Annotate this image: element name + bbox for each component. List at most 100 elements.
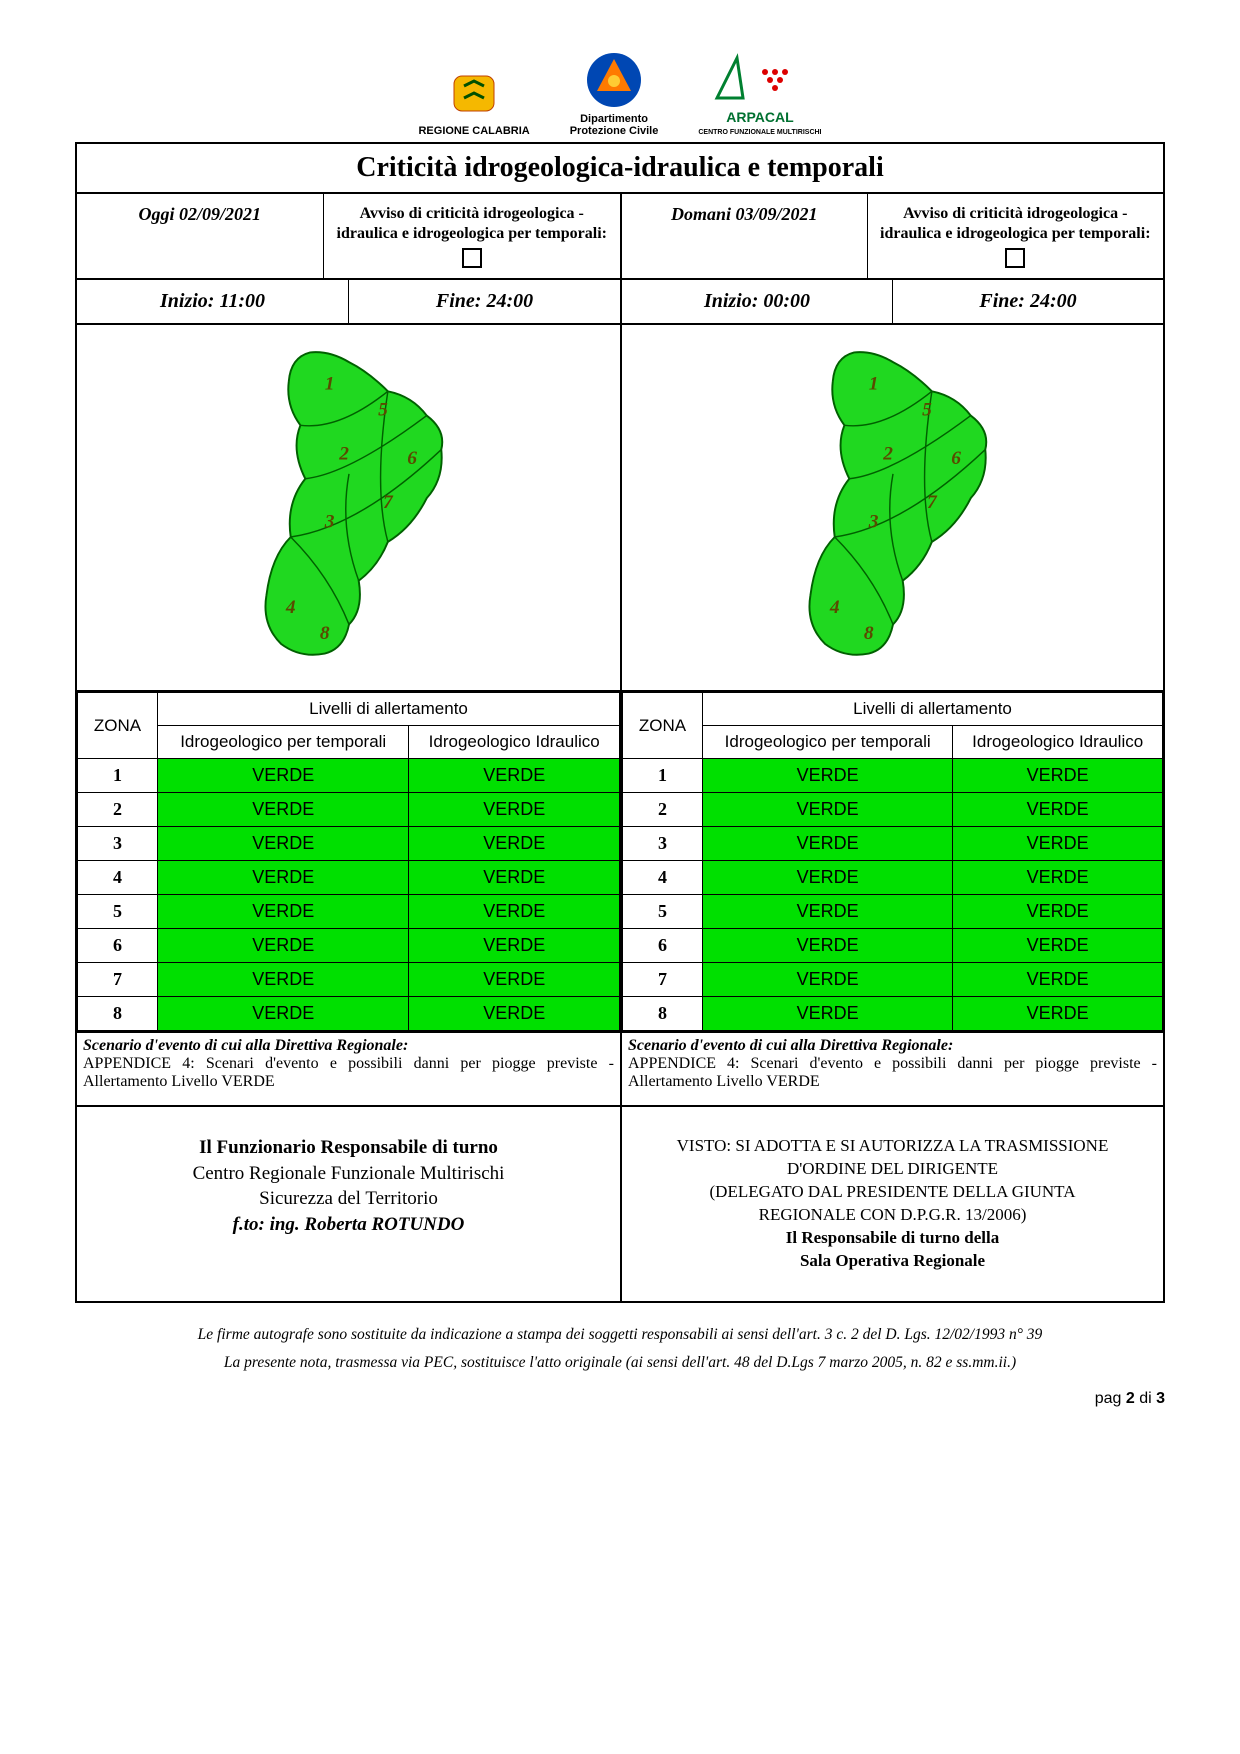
table-row: 6 VERDE VERDE (623, 929, 1163, 963)
logo-arpacal-label-a: ARPACAL (726, 109, 793, 125)
level-idraulico: VERDE (409, 963, 620, 997)
scenario-today-body: APPENDICE 4: Scenari d'evento e possibil… (83, 1055, 614, 1090)
page-current: 2 (1126, 1390, 1135, 1407)
level-temporali: VERDE (158, 963, 409, 997)
bulletin-container: Criticità idrogeologica-idraulica e temp… (75, 142, 1165, 1303)
table-row: 8 VERDE VERDE (623, 997, 1163, 1031)
map-zone-label: 6 (951, 448, 961, 469)
table-row: 8 VERDE VERDE (78, 997, 620, 1031)
map-zone-label: 1 (868, 373, 878, 394)
sig-right-l5: Il Responsabile di turno della (652, 1227, 1133, 1250)
tomorrow-avviso: Avviso di criticità idrogeologica - idra… (868, 194, 1163, 278)
date-avviso-row: Oggi 02/09/2021 Avviso di criticità idro… (77, 194, 1163, 280)
table-row: 2 VERDE VERDE (78, 793, 620, 827)
table-row: 7 VERDE VERDE (623, 963, 1163, 997)
level-temporali: VERDE (703, 963, 953, 997)
bulletin-title: Criticità idrogeologica-idraulica e temp… (77, 144, 1163, 194)
header-livelli: Livelli di allertamento (158, 693, 620, 726)
map-zone-label: 1 (324, 373, 334, 394)
map-tomorrow: 15267348 (620, 325, 1163, 690)
level-temporali: VERDE (703, 861, 953, 895)
zone-number: 7 (78, 963, 158, 997)
today-fine: Fine: 24:00 (349, 280, 620, 323)
logo-pc-label-b: Protezione Civile (570, 125, 659, 137)
level-idraulico: VERDE (409, 929, 620, 963)
sig-right-l1: VISTO: SI ADOTTA E SI AUTORIZZA LA TRASM… (652, 1135, 1133, 1158)
level-temporali: VERDE (703, 929, 953, 963)
zone-number: 4 (78, 861, 158, 895)
header-livelli: Livelli di allertamento (703, 693, 1163, 726)
map-today: 15267348 (77, 325, 620, 690)
header-col1: Idrogeologico per temporali (158, 726, 409, 759)
zone-number: 1 (78, 759, 158, 793)
level-idraulico: VERDE (953, 997, 1163, 1031)
today-inizio: Inizio: 11:00 (77, 280, 349, 323)
zone-number: 8 (78, 997, 158, 1031)
page-number: pag 2 di 3 (75, 1390, 1165, 1408)
level-temporali: VERDE (158, 929, 409, 963)
level-idraulico: VERDE (953, 759, 1163, 793)
zone-number: 6 (78, 929, 158, 963)
logo-regione: REGIONE CALABRIA (418, 66, 529, 137)
zone-number: 6 (623, 929, 703, 963)
map-zone-label: 8 (863, 623, 873, 644)
level-idraulico: VERDE (409, 895, 620, 929)
zone-number: 3 (623, 827, 703, 861)
zone-number: 8 (623, 997, 703, 1031)
map-zone-label: 5 (378, 400, 388, 421)
scenario-tomorrow-body: APPENDICE 4: Scenari d'evento e possibil… (628, 1055, 1157, 1090)
scenario-row: Scenario d'evento di cui alla Direttiva … (77, 1033, 1163, 1107)
logo-pc-label-a: Dipartimento (580, 113, 648, 125)
header-logos: REGIONE CALABRIA Dipartimento Protezione… (75, 50, 1165, 137)
zone-number: 1 (623, 759, 703, 793)
level-temporali: VERDE (158, 861, 409, 895)
level-temporali: VERDE (703, 759, 953, 793)
zone-number: 2 (623, 793, 703, 827)
map-zone-label: 3 (867, 511, 878, 532)
table-row: 4 VERDE VERDE (78, 861, 620, 895)
calabria-map: 15267348 (763, 333, 1023, 673)
calabria-map: 15267348 (219, 333, 479, 673)
header-zona: ZONA (623, 693, 703, 759)
alert-tables-row: ZONA Livelli di allertamento Idrogeologi… (77, 692, 1163, 1033)
header-col2: Idrogeologico Idraulico (953, 726, 1163, 759)
map-zone-label: 5 (922, 400, 932, 421)
sig-right-l4: REGIONALE CON D.P.G.R. 13/2006) (652, 1204, 1133, 1227)
map-zone-label: 7 (927, 492, 938, 513)
today-avviso-checkbox (462, 248, 482, 268)
page-total: 3 (1156, 1390, 1165, 1407)
table-row: 1 VERDE VERDE (623, 759, 1163, 793)
level-idraulico: VERDE (409, 827, 620, 861)
tomorrow-inizio: Inizio: 00:00 (622, 280, 893, 323)
tomorrow-fine: Fine: 24:00 (893, 280, 1163, 323)
footnote-1: Le firme autografe sono sostituite da in… (75, 1321, 1165, 1349)
table-row: 3 VERDE VERDE (78, 827, 620, 861)
level-idraulico: VERDE (953, 929, 1163, 963)
level-temporali: VERDE (158, 759, 409, 793)
level-idraulico: VERDE (953, 895, 1163, 929)
table-row: 2 VERDE VERDE (623, 793, 1163, 827)
footnote-2: La presente nota, trasmessa via PEC, sos… (75, 1349, 1165, 1377)
scenario-tomorrow-lead: Scenario d'evento di cui alla Direttiva … (628, 1037, 953, 1054)
alert-table-today: ZONA Livelli di allertamento Idrogeologi… (77, 692, 620, 1031)
maps-row: 15267348 15267348 (77, 325, 1163, 692)
zone-number: 3 (78, 827, 158, 861)
logo-arpacal: ARPACAL CENTRO FUNZIONALE MULTIRISCHI (698, 50, 821, 137)
tomorrow-avviso-checkbox (1005, 248, 1025, 268)
level-idraulico: VERDE (953, 793, 1163, 827)
arpacal-icon (705, 50, 815, 105)
today-date: Oggi 02/09/2021 (77, 194, 324, 278)
table-row: 1 VERDE VERDE (78, 759, 620, 793)
zone-number: 5 (623, 895, 703, 929)
alert-table-tomorrow: ZONA Livelli di allertamento Idrogeologi… (620, 692, 1163, 1031)
header-col1: Idrogeologico per temporali (703, 726, 953, 759)
level-idraulico: VERDE (953, 963, 1163, 997)
page-prefix: pag (1095, 1390, 1126, 1407)
sig-right-l2: D'ORDINE DEL DIRIGENTE (652, 1158, 1133, 1181)
header-col2: Idrogeologico Idraulico (409, 726, 620, 759)
level-temporali: VERDE (703, 997, 953, 1031)
logo-protezione-civile: Dipartimento Protezione Civile (570, 51, 659, 137)
map-zone-label: 4 (284, 597, 295, 618)
map-zone-label: 6 (407, 448, 417, 469)
header-zona: ZONA (78, 693, 158, 759)
